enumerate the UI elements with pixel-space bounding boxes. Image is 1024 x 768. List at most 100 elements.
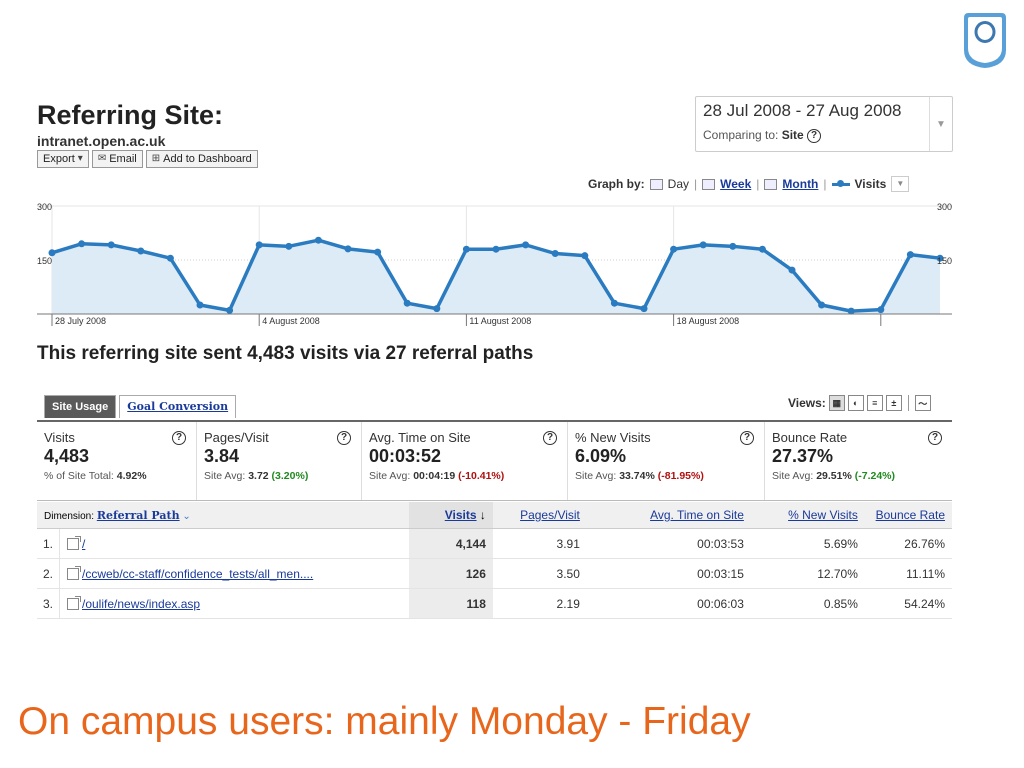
external-link-icon[interactable]: [67, 566, 81, 581]
help-icon[interactable]: ?: [807, 128, 822, 143]
data-point: [492, 245, 500, 253]
data-point: [255, 241, 263, 249]
email-button[interactable]: ✉ Email: [91, 150, 143, 168]
slide-caption: On campus users: mainly Monday - Friday: [18, 700, 751, 743]
tab-site-usage[interactable]: Site Usage: [44, 395, 117, 418]
date-range-dropdown-icon[interactable]: ▼: [929, 97, 952, 151]
data-point: [344, 245, 352, 253]
metric-avg-time: Avg. Time on Site ? 00:03:52 Site Avg: 0…: [362, 422, 568, 500]
help-icon[interactable]: ?: [740, 431, 754, 445]
metric-bounce-rate: Bounce Rate ? 27.37% Site Avg: 29.51% (-…: [765, 422, 952, 500]
data-point: [936, 254, 944, 262]
dashboard-icon: ⊞: [151, 153, 161, 164]
add-to-dashboard-button[interactable]: ⊞ Add to Dashboard: [145, 150, 258, 168]
x-tick-label: 4 August 2008: [262, 316, 320, 326]
data-point: [522, 241, 530, 249]
help-icon[interactable]: ?: [172, 431, 186, 445]
metric-dropdown-icon[interactable]: ▼: [891, 176, 910, 192]
series-line-icon: [831, 179, 850, 187]
external-link-icon[interactable]: [67, 596, 81, 611]
data-point: [729, 242, 737, 250]
pie-view-icon[interactable]: ◐: [847, 395, 864, 411]
tab-goal-conversion[interactable]: Goal Conversion: [119, 395, 237, 418]
data-point: [107, 241, 115, 249]
data-point: [403, 299, 411, 307]
table-row: 1. / 4,144 3.91 00:03:53 5.69% 26.76%: [37, 528, 952, 559]
data-point: [314, 236, 322, 244]
data-point: [433, 305, 441, 313]
x-tick-label: 28 July 2008: [55, 316, 106, 326]
data-point: [462, 245, 470, 253]
metric-pages-per-visit: Pages/Visit ? 3.84 Site Avg: 3.72 (3.20%…: [197, 422, 362, 500]
referring-site-name: intranet.open.ac.uk: [37, 133, 166, 149]
table-view-icon[interactable]: ▦: [828, 395, 845, 411]
export-button[interactable]: Export ▾: [37, 150, 89, 168]
view-switcher: Views: ▦ ◐ ≡ ± 〜: [788, 395, 931, 411]
data-point: [670, 245, 678, 253]
dropdown-arrow-icon: ▾: [77, 153, 83, 164]
graph-metric-label: Visits: [854, 177, 887, 191]
visits-area: [52, 240, 940, 314]
data-point: [196, 301, 204, 309]
data-point: [610, 299, 618, 307]
chevron-down-icon[interactable]: ⌄: [182, 510, 191, 522]
comparing-to: Comparing to: Site ?: [703, 128, 822, 143]
metric-new-visits: % New Visits ? 6.09% Site Avg: 33.74% (-…: [568, 422, 765, 500]
data-point: [906, 251, 914, 259]
data-point: [699, 241, 707, 249]
data-point: [166, 254, 174, 262]
graph-by-day[interactable]: Day: [667, 177, 690, 191]
help-icon[interactable]: ?: [543, 431, 557, 445]
data-point: [374, 248, 382, 256]
y-tick-label: 300: [37, 202, 52, 212]
metrics-summary: Visits ? 4,483 % of Site Total: 4.92% Pa…: [37, 420, 952, 501]
table-row: 3. /oulife/news/index.asp 118 2.19 00:06…: [37, 588, 952, 619]
column-header-pages-visit[interactable]: Pages/Visit: [492, 502, 587, 529]
date-range-picker[interactable]: 28 Jul 2008 - 27 Aug 2008 Comparing to: …: [695, 96, 953, 152]
data-point: [285, 242, 293, 250]
data-point: [847, 307, 855, 315]
date-range-text: 28 Jul 2008 - 27 Aug 2008: [703, 101, 902, 120]
y-tick-label: 300: [937, 202, 952, 212]
data-point: [818, 301, 826, 309]
data-point: [581, 252, 589, 260]
x-tick-label: 11 August 2008: [469, 316, 531, 326]
data-point: [48, 249, 56, 257]
performance-view-icon[interactable]: ≡: [866, 395, 883, 411]
data-point: [877, 306, 885, 314]
help-icon[interactable]: ?: [928, 431, 942, 445]
referral-path-link[interactable]: /: [82, 536, 86, 551]
y-tick-label: 150: [937, 256, 952, 266]
referral-path-link[interactable]: /ccweb/cc-staff/confidence_tests/all_men…: [82, 566, 314, 581]
summary-heading: This referring site sent 4,483 visits vi…: [37, 343, 534, 364]
graph-by-week[interactable]: Week: [720, 177, 752, 191]
column-header-new-visits[interactable]: % New Visits: [750, 502, 865, 529]
data-point: [78, 240, 86, 248]
y-tick-label: 150: [37, 256, 52, 266]
data-point: [640, 305, 648, 313]
metric-visits: Visits ? 4,483 % of Site Total: 4.92%: [37, 422, 197, 500]
help-icon[interactable]: ?: [337, 431, 351, 445]
column-header-visits[interactable]: Visits ↓: [408, 502, 493, 529]
graph-by-controls: Graph by: Day | Week | Month | Visits ▼: [588, 176, 910, 192]
day-icon: [649, 178, 663, 190]
table-row: 2. /ccweb/cc-staff/confidence_tests/all_…: [37, 558, 952, 589]
pivot-view-icon[interactable]: 〜: [914, 395, 931, 411]
comparison-view-icon[interactable]: ±: [885, 395, 902, 411]
column-header-bounce-rate[interactable]: Bounce Rate: [864, 502, 952, 529]
data-point: [551, 250, 559, 258]
dimension-selector: Dimension: Referral Path ⌄: [37, 502, 409, 529]
report-tabs: Site Usage Goal Conversion: [44, 395, 237, 418]
open-university-logo: [964, 13, 1006, 68]
sort-down-icon: ↓: [479, 508, 486, 522]
dimension-referral-path[interactable]: Referral Path: [96, 508, 180, 522]
week-icon: [702, 178, 716, 190]
referral-path-link[interactable]: /oulife/news/index.asp: [82, 596, 201, 611]
column-header-avg-time[interactable]: Avg. Time on Site: [586, 502, 751, 529]
data-point: [226, 306, 234, 314]
graph-by-month[interactable]: Month: [782, 177, 819, 191]
x-tick-label: 18 August 2008: [677, 316, 740, 326]
external-link-icon[interactable]: [67, 536, 81, 551]
page-title: Referring Site:: [37, 100, 224, 130]
envelope-icon: ✉: [97, 153, 107, 164]
